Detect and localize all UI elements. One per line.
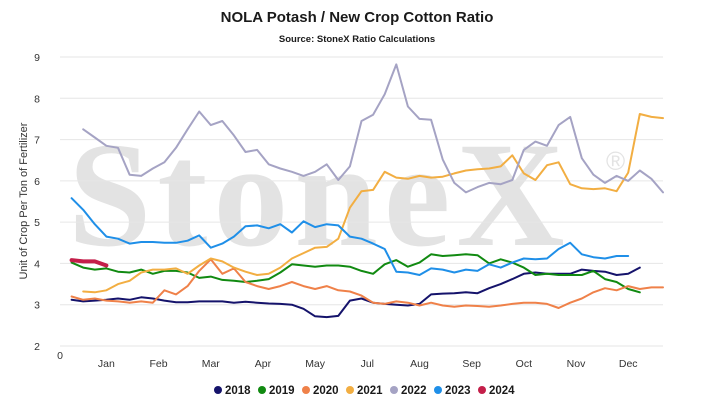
y-tick-label: 2 [34,341,40,353]
x-tick-label: Nov [567,358,586,370]
legend-marker [214,386,222,394]
y-tick-label: 3 [34,300,40,312]
legend-marker [434,386,442,394]
legend-item-2020: 2020 [302,385,339,397]
series-line-2023 [70,197,630,276]
chart-subtitle: Source: StoneX Ratio Calculations [279,34,435,45]
y-tick-label: 7 [34,135,40,147]
legend-marker [302,386,310,394]
y-tick-label: 5 [34,217,40,229]
legend-marker [478,386,486,394]
legend-label: 2024 [489,385,515,397]
x-tick-label: Dec [619,358,638,370]
legend-item-2019: 2019 [258,385,295,397]
x-tick-label: Jul [361,358,374,370]
series-line-2019 [70,253,641,294]
legend-item-2024: 2024 [478,385,515,397]
x-tick-label: May [305,358,326,370]
legend-item-2018: 2018 [214,385,251,397]
x-tick-label: Jan [98,358,115,370]
x-tick-label: Mar [202,358,221,370]
x-tick-label-origin: 0 [57,350,63,362]
watermark: StoneX ® [68,112,625,278]
x-tick-label: Feb [150,358,168,370]
x-tick-label: Aug [410,358,429,370]
y-tick-label: 9 [34,52,40,64]
legend-marker [346,386,354,394]
x-tick-label: Oct [516,358,532,370]
watermark-text: StoneX [68,112,571,278]
series-lines [69,63,664,319]
grid [60,56,663,347]
x-tick-labels: 0 Jan Feb Mar Apr May Jul Aug Sep Oct Nov Dec [57,350,637,370]
legend-marker [390,386,398,394]
series-line-2024 [69,258,109,268]
series-line-2021 [82,113,664,294]
legend-item-2023: 2023 [434,385,471,397]
legend-marker [258,386,266,394]
legend-label: 2021 [357,385,383,397]
legend-label: 2022 [401,385,427,397]
legend-label: 2019 [269,385,295,397]
y-tick-labels: 2 3 4 5 6 7 8 9 [34,52,40,353]
x-tick-label: Sep [462,358,481,370]
legend-item-2022: 2022 [390,385,427,397]
chart-title: NOLA Potash / New Crop Cotton Ratio [221,9,494,26]
watermark-registered-mark: ® [606,146,625,176]
legend-label: 2020 [313,385,339,397]
series-line-2022 [82,63,664,194]
series-line-2020 [70,258,664,309]
y-tick-label: 8 [34,93,40,105]
legend-label: 2018 [225,385,251,397]
legend-label: 2023 [445,385,471,397]
y-tick-label: 6 [34,176,40,188]
x-tick-label: Apr [255,358,272,370]
legend-item-2021: 2021 [346,385,383,397]
y-axis-label: Unit of Crop Per Ton of Fertilizer [18,122,30,279]
legend: 2018 2019 2020 2021 2022 2023 2024 [214,385,515,397]
y-tick-label: 4 [34,258,40,270]
